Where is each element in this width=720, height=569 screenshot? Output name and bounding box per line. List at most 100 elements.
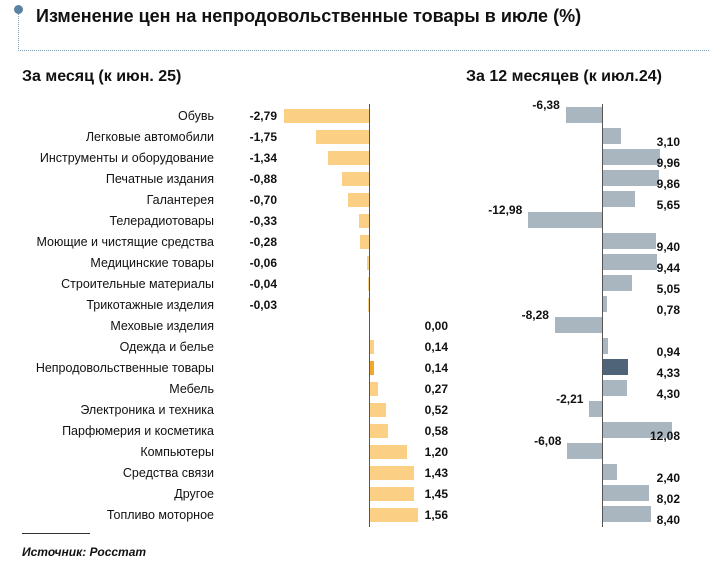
annual-value-label: 8,40	[656, 513, 680, 527]
category-label: Строительные материалы	[61, 277, 214, 291]
annual-bar	[603, 380, 628, 396]
title-bullet-dot	[14, 5, 23, 14]
annual-bar	[603, 485, 649, 501]
annual-value-label: -12,98	[488, 203, 523, 217]
annual-value-label: 5,05	[656, 282, 680, 296]
monthly-bar	[370, 382, 379, 396]
monthly-bar	[367, 256, 369, 270]
category-label: Моющие и чистящие средства	[36, 235, 214, 249]
annual-bar	[603, 275, 632, 291]
monthly-bar	[370, 424, 388, 438]
category-label: Компьютеры	[140, 445, 214, 459]
monthly-value-label: -0,03	[249, 298, 277, 312]
monthly-value-label: -0,70	[249, 193, 277, 207]
annual-bar	[567, 443, 602, 459]
annual-bar	[603, 149, 660, 165]
annual-bar	[603, 191, 636, 207]
chart-title: Изменение цен на непродовольственные тов…	[36, 6, 582, 26]
category-label: Электроника и техника	[80, 403, 214, 417]
annual-value-label: 5,65	[656, 198, 680, 212]
monthly-bar	[370, 445, 407, 459]
annual-value-label: 9,86	[656, 177, 680, 191]
annual-value-label: 9,96	[656, 156, 680, 170]
category-label: Печатные издания	[105, 172, 214, 186]
annual-value-label: 0,78	[656, 303, 680, 317]
category-label: Обувь	[177, 109, 214, 123]
monthly-bar	[370, 466, 414, 480]
category-label: Топливо моторное	[106, 508, 214, 522]
monthly-zero-axis	[369, 104, 370, 527]
category-label: Инструменты и оборудование	[39, 151, 214, 165]
monthly-bar	[368, 298, 369, 312]
annual-value-label: 3,10	[656, 135, 680, 149]
annual-value-label: 4,33	[656, 366, 680, 380]
monthly-bar	[315, 130, 369, 144]
annual-bar	[603, 233, 657, 249]
annual-chart-subtitle: За 12 месяцев (к июл.24)	[466, 68, 662, 85]
category-label: Другое	[174, 487, 214, 501]
annual-bar	[603, 338, 609, 354]
annual-bar	[603, 464, 617, 480]
monthly-bar	[370, 487, 415, 501]
annual-value-label: 8,02	[656, 492, 680, 506]
annual-bar	[603, 359, 628, 375]
category-label: Парфюмерия и косметика	[62, 424, 214, 438]
monthly-bar	[360, 235, 369, 249]
monthly-bar	[347, 193, 369, 207]
category-label: Легковые автомобили	[85, 130, 214, 144]
category-label: Непродовольственные товары	[35, 361, 214, 375]
monthly-value-label: 0,14	[424, 361, 448, 375]
annual-bar	[603, 296, 608, 312]
monthly-bar	[283, 109, 369, 123]
annual-bar	[589, 401, 602, 417]
monthly-value-label: 1,56	[424, 508, 448, 522]
monthly-value-label: 0,00	[424, 319, 448, 333]
annual-value-label: -6,38	[532, 98, 560, 112]
annual-zero-axis	[602, 104, 603, 527]
annual-value-label: 2,40	[656, 471, 680, 485]
source-divider	[22, 533, 90, 534]
monthly-value-label: -0,28	[249, 235, 277, 249]
annual-value-label: -6,08	[534, 434, 562, 448]
monthly-chart-subtitle: За месяц (к июн. 25)	[22, 68, 182, 85]
monthly-bar	[370, 403, 386, 417]
monthly-bar	[367, 277, 369, 291]
monthly-value-label: 1,20	[424, 445, 448, 459]
monthly-bar	[370, 508, 418, 522]
annual-value-label: 4,30	[656, 387, 680, 401]
monthly-value-label: 0,14	[424, 340, 448, 354]
monthly-value-label: 1,43	[424, 466, 448, 480]
monthly-value-label: -2,79	[249, 109, 277, 123]
annual-value-label: -8,28	[521, 308, 549, 322]
annual-bar	[554, 317, 602, 333]
annual-bar	[565, 107, 602, 123]
annual-bar	[603, 422, 672, 438]
monthly-bar	[370, 361, 375, 375]
annual-bar	[603, 254, 657, 270]
monthly-value-label: 0,52	[424, 403, 448, 417]
annual-value-label: 9,44	[656, 261, 680, 275]
monthly-value-label: -0,33	[249, 214, 277, 228]
annual-bar	[528, 212, 602, 228]
category-label: Медицинские товары	[90, 256, 214, 270]
category-label: Одежда и белье	[119, 340, 214, 354]
monthly-value-label: 1,45	[424, 487, 448, 501]
monthly-value-label: 0,27	[424, 382, 448, 396]
monthly-value-label: 0,58	[424, 424, 448, 438]
monthly-bar	[370, 340, 375, 354]
annual-bar	[603, 128, 621, 144]
monthly-value-label: -1,75	[249, 130, 277, 144]
category-label: Средства связи	[122, 466, 214, 480]
source-note: Источник: Росстат	[22, 545, 147, 559]
annual-value-label: 0,94	[656, 345, 680, 359]
monthly-value-label: -0,04	[249, 277, 277, 291]
monthly-value-label: -0,06	[249, 256, 277, 270]
category-label: Мебель	[169, 382, 214, 396]
annual-value-label: -2,21	[556, 392, 584, 406]
monthly-bar	[328, 151, 369, 165]
monthly-bar	[358, 214, 369, 228]
annual-value-label: 9,40	[656, 240, 680, 254]
annual-bar	[603, 170, 659, 186]
category-label: Телерадиотовары	[109, 214, 215, 228]
annual-bar	[603, 506, 651, 522]
